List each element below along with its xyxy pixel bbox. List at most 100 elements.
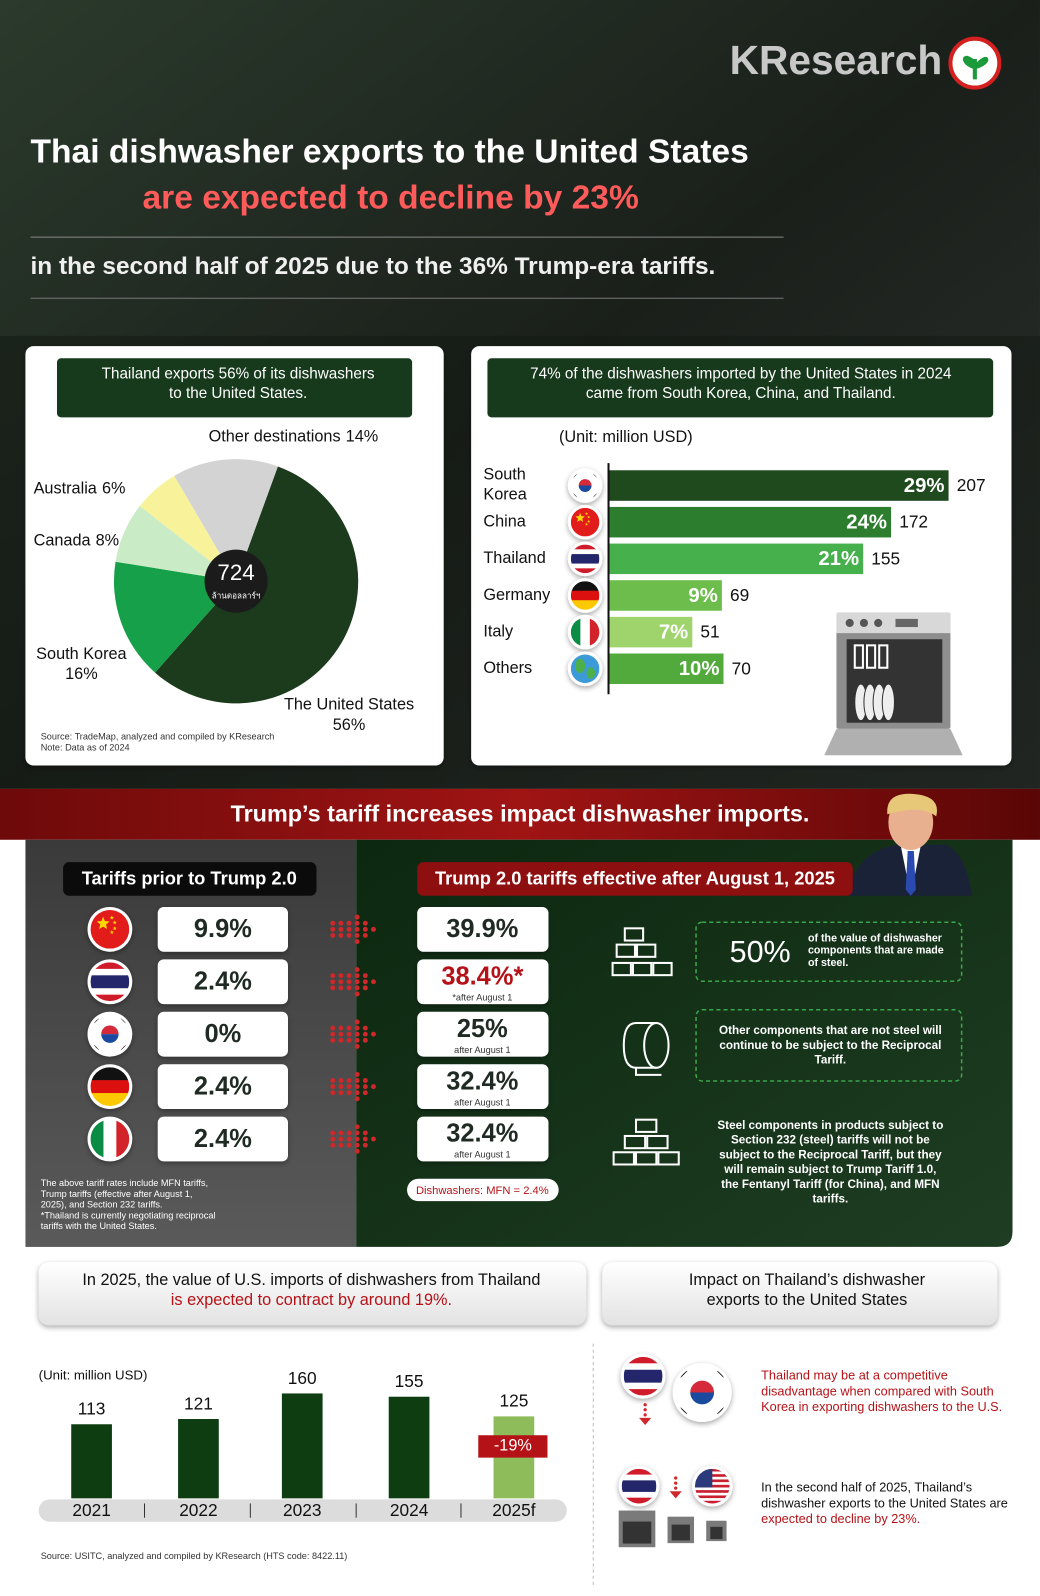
banner bbox=[0, 788, 1040, 840]
highlight: 50% bbox=[730, 935, 791, 969]
rate-note: after August 1 bbox=[454, 1097, 510, 1107]
total-unit: ล้านดอลลาร์ฯ bbox=[212, 591, 261, 601]
share-label: 7% bbox=[659, 622, 688, 644]
label: 8% bbox=[96, 532, 120, 550]
flag bbox=[90, 1014, 130, 1054]
point-text: continue to be subject to the Reciprocal bbox=[719, 1039, 941, 1052]
canton bbox=[695, 1468, 713, 1488]
arrow-dot bbox=[330, 973, 336, 979]
point-highlight: expected to decline by 23%. bbox=[761, 1511, 920, 1526]
arrow-dot bbox=[354, 920, 360, 926]
stripe bbox=[570, 554, 600, 565]
arrow-dot bbox=[330, 985, 336, 991]
chart-title: Thailand exports 56% of its dishwashers bbox=[102, 366, 375, 383]
arrow-dot bbox=[674, 1486, 678, 1490]
hair bbox=[887, 793, 937, 817]
bar bbox=[93, 1017, 100, 1024]
stripe bbox=[570, 617, 581, 647]
star bbox=[587, 519, 591, 523]
arrow-dot bbox=[338, 1084, 344, 1090]
stripe bbox=[589, 617, 600, 647]
bar bbox=[593, 473, 598, 478]
arrow-dot bbox=[346, 926, 352, 932]
value-label: 121 bbox=[184, 1393, 213, 1413]
stripe bbox=[695, 1490, 730, 1494]
flag bbox=[621, 1468, 657, 1504]
arrow-dot bbox=[330, 933, 336, 938]
dw-glass bbox=[853, 644, 864, 669]
tie bbox=[905, 850, 916, 896]
rate-before: 2.4% bbox=[194, 1125, 252, 1153]
star bbox=[96, 916, 110, 930]
arrow-dot bbox=[346, 920, 352, 926]
total: 724 bbox=[217, 560, 254, 585]
arrow-dot bbox=[362, 979, 368, 985]
stripe bbox=[103, 1119, 117, 1159]
arrow-dot bbox=[643, 1413, 647, 1417]
value-label: 172 bbox=[899, 512, 928, 532]
category-label: Thailand bbox=[483, 549, 545, 567]
bar bbox=[178, 1419, 219, 1499]
star bbox=[585, 522, 589, 526]
label: Other destinations bbox=[209, 428, 341, 446]
dw-panel bbox=[836, 612, 951, 634]
arrow-dot bbox=[354, 979, 360, 985]
bar bbox=[679, 1407, 688, 1415]
arrow-dot bbox=[362, 1031, 368, 1037]
flag bbox=[90, 1067, 130, 1106]
title-pill bbox=[38, 1262, 587, 1326]
arrow-dot bbox=[330, 920, 336, 926]
stripe bbox=[695, 1500, 730, 1504]
point-text: disadvantage when compared with South bbox=[761, 1383, 994, 1398]
steel-icon bbox=[623, 1134, 647, 1150]
arrow-dot bbox=[338, 1037, 344, 1043]
arrow-dot bbox=[362, 1130, 368, 1136]
bar bbox=[120, 1017, 127, 1024]
point-text: Korea in exporting dishwashers to the U.… bbox=[761, 1399, 1002, 1414]
rate-before: 9.9% bbox=[194, 915, 252, 943]
star bbox=[109, 930, 114, 934]
arrow-dot bbox=[330, 979, 336, 985]
arrow-dot bbox=[354, 1037, 360, 1043]
steel-icon bbox=[634, 1151, 658, 1166]
mfn: Dishwashers: MFN = 2.4% bbox=[416, 1185, 549, 1197]
arrow-dot bbox=[354, 1084, 360, 1090]
steel-icon bbox=[634, 1118, 658, 1133]
bg bbox=[570, 507, 600, 537]
steel-icon bbox=[615, 943, 637, 958]
arrow-dot bbox=[371, 1084, 376, 1090]
point-text: dishwasher exports to the United States … bbox=[761, 1495, 1008, 1510]
arrow-dot bbox=[330, 926, 336, 932]
label: 14% bbox=[346, 428, 379, 446]
arrow-dot bbox=[338, 1136, 344, 1142]
arrow-dot bbox=[362, 985, 368, 991]
arrow-dot bbox=[338, 1031, 344, 1037]
footnote: Trump tariffs (effective after August 1, bbox=[41, 1189, 193, 1199]
rate-box bbox=[417, 959, 549, 1005]
arrow-dot bbox=[362, 973, 368, 979]
arrow-dot bbox=[354, 973, 360, 979]
stripe bbox=[623, 1363, 663, 1371]
rate-box bbox=[157, 906, 288, 952]
flag bbox=[675, 1366, 729, 1419]
arrow-dot bbox=[346, 1037, 352, 1043]
arrow-dot bbox=[354, 967, 360, 972]
stripe bbox=[695, 1495, 730, 1499]
flag bbox=[570, 617, 600, 647]
arrow-dot bbox=[643, 1408, 647, 1412]
slice-label: The United States bbox=[284, 696, 414, 714]
point-text: Thailand may be at a competitive bbox=[761, 1368, 948, 1383]
yin bbox=[690, 1380, 715, 1393]
footnote: The above tariff rates include MFN tarif… bbox=[41, 1178, 208, 1188]
bar bbox=[675, 1412, 683, 1419]
word: South bbox=[483, 466, 526, 484]
dw-icon-in bbox=[622, 1521, 652, 1544]
footnote: 2025), and Section 232 tariffs. bbox=[41, 1200, 163, 1210]
source: Source: TradeMap, analyzed and compiled … bbox=[41, 731, 275, 741]
value-label: 160 bbox=[288, 1368, 317, 1388]
brand: KResearch bbox=[730, 37, 943, 83]
stripe bbox=[570, 581, 600, 592]
stripe bbox=[570, 549, 600, 555]
